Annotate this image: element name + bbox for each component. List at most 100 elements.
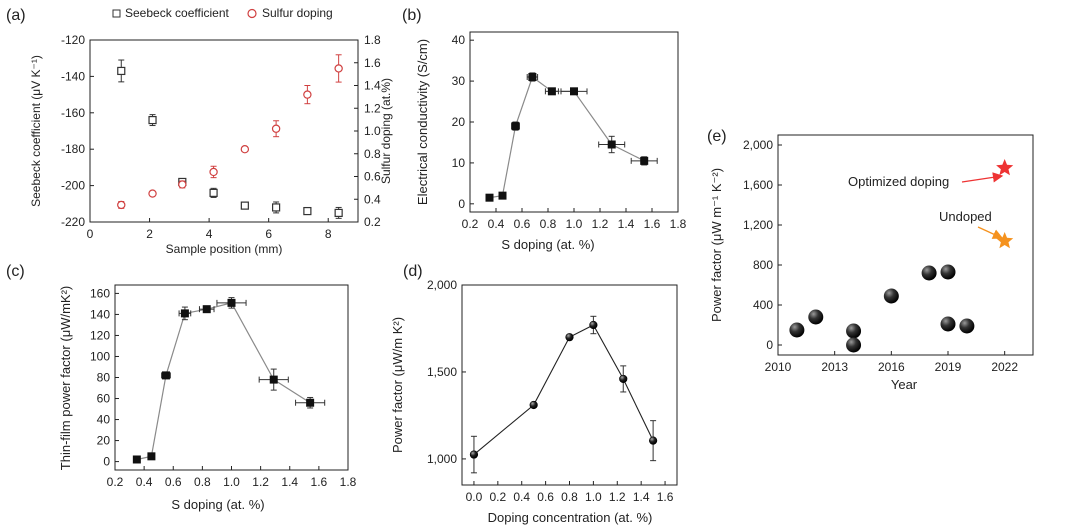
b-xtick-label: 1.0 xyxy=(566,217,583,231)
panel-label-b: (b) xyxy=(402,7,422,24)
legend-label-seebeck: Seebeck coefficient xyxy=(125,6,230,20)
c-xtick-label: 1.4 xyxy=(281,475,298,489)
c-xtick-label: 0.6 xyxy=(165,475,182,489)
b-xtick-label: 1.2 xyxy=(592,217,609,231)
c-ytick-label: 100 xyxy=(90,349,110,363)
c-data-point xyxy=(269,375,278,384)
a-y2tick-label: 0.2 xyxy=(364,215,381,229)
e-data-point xyxy=(808,309,824,325)
star-optimized-doping xyxy=(996,159,1014,176)
b-ytick-label: 20 xyxy=(452,115,466,129)
e-xtick-label: 2019 xyxy=(935,360,962,374)
d-xtick-label: 0.4 xyxy=(513,490,530,504)
a-y2tick-label: 1.4 xyxy=(364,79,381,93)
a-ytick-label: -200 xyxy=(61,179,85,193)
legend-a: Seebeck coefficient Sulfur doping xyxy=(112,6,333,20)
b-data-point xyxy=(528,73,537,81)
e-data-point xyxy=(846,337,862,353)
b-xtick-label: 0.2 xyxy=(462,217,479,231)
c-data-point xyxy=(161,371,170,380)
a-y2tick-label: 1.2 xyxy=(364,101,381,115)
a-xtick-label: 0 xyxy=(87,227,94,241)
e-xtick-label: 2016 xyxy=(878,360,905,374)
plot-frame-c xyxy=(114,284,349,471)
plot-frame-a xyxy=(89,39,359,223)
a-ytick-label: -220 xyxy=(61,215,85,229)
panel-label-e: (e) xyxy=(707,128,727,145)
d-data-point xyxy=(469,450,479,459)
b-xtick-label: 1.6 xyxy=(644,217,661,231)
d-series-line xyxy=(473,324,654,455)
arrow-undoped xyxy=(977,226,1004,239)
b-data-point xyxy=(640,156,649,165)
a-y2tick-label: 1.0 xyxy=(364,124,381,138)
d-xtick-label: 0.8 xyxy=(561,490,578,504)
plot-frame-e xyxy=(777,134,1034,356)
b-xtick-label: 1.4 xyxy=(618,217,635,231)
d-ytick-label: 2,000 xyxy=(427,278,457,292)
b-data-point xyxy=(511,122,520,131)
d-xtick-label: 1.4 xyxy=(633,490,650,504)
seebeck-point xyxy=(148,115,157,125)
d-data-point xyxy=(565,333,574,342)
e-data-point xyxy=(883,288,899,304)
arrow-optimized-doping xyxy=(961,172,1004,183)
e-ytick-label: 800 xyxy=(753,258,773,272)
sulfur-point xyxy=(117,200,126,210)
annotation-optimized-doping: Optimized doping xyxy=(848,174,949,189)
d-data-point xyxy=(589,320,598,330)
a-ytick-label: -140 xyxy=(61,69,85,83)
b-ytick-label: 40 xyxy=(452,33,466,47)
x-axis-label-c: S doping (at. %) xyxy=(171,497,264,512)
c-data-point xyxy=(132,455,141,464)
b-data-point xyxy=(547,87,556,96)
b-data-point xyxy=(570,87,578,96)
c-ytick-label: 160 xyxy=(90,286,110,300)
e-data-point xyxy=(940,264,956,280)
sulfur-point xyxy=(148,189,157,198)
plot-frame-d xyxy=(461,284,678,486)
c-xtick-label: 1.8 xyxy=(340,475,357,489)
chart-panel-c: (c) 0.2 0.4 0.6 0.8 1.0 1.2 1.4 1.6 1.8 0 20 40 60 80… xyxy=(6,263,357,512)
x-axis-label-b: S doping (at. %) xyxy=(501,237,594,252)
d-xtick-label: 1.6 xyxy=(657,490,674,504)
c-ytick-label: 80 xyxy=(97,371,111,385)
a-y2tick-label: 1.8 xyxy=(364,33,381,47)
b-data-point xyxy=(485,193,494,202)
plot-frame-b xyxy=(469,31,679,213)
b-xtick-label: 0.4 xyxy=(488,217,505,231)
panel-label-a: (a) xyxy=(6,7,26,24)
c-xtick-label: 0.4 xyxy=(136,475,153,489)
sulfur-point xyxy=(334,64,343,73)
d-xtick-label: 1.2 xyxy=(609,490,626,504)
e-ytick-label: 0 xyxy=(766,338,773,352)
c-series-line xyxy=(136,302,311,461)
e-data-point xyxy=(921,265,937,281)
d-data-point xyxy=(619,374,628,384)
e-data-point xyxy=(959,318,975,334)
seebeck-point xyxy=(303,206,312,216)
e-xtick-label: 2013 xyxy=(821,360,848,374)
a-xtick-label: 4 xyxy=(206,227,213,241)
b-data-point xyxy=(498,191,507,200)
c-xtick-label: 1.0 xyxy=(223,475,240,489)
d-xtick-label: 0.6 xyxy=(537,490,554,504)
a-xtick-label: 2 xyxy=(146,227,153,241)
annotation-undoped: Undoped xyxy=(939,209,992,224)
chart-panel-d: (d) 0.0 0.2 0.4 0.6 0.8 1.0 1.2 1.4 1.6 1,000 1,50… xyxy=(390,263,678,525)
y2-axis-label-a: Sulfur doping (at.%) xyxy=(379,78,393,184)
d-xtick-label: 0.2 xyxy=(489,490,506,504)
a-ytick-label: -120 xyxy=(61,33,85,47)
c-data-point xyxy=(180,309,189,318)
c-ytick-label: 0 xyxy=(103,455,110,469)
c-xtick-label: 0.8 xyxy=(194,475,211,489)
star-undoped xyxy=(996,232,1014,249)
sulfur-point xyxy=(240,144,250,154)
c-ytick-label: 40 xyxy=(97,413,111,427)
c-ytick-label: 140 xyxy=(90,307,110,321)
c-data-point xyxy=(147,452,156,461)
d-data-point xyxy=(649,436,658,445)
e-xtick-label: 2022 xyxy=(991,360,1018,374)
legend-label-sulfur: Sulfur doping xyxy=(262,6,333,20)
c-ytick-label: 120 xyxy=(90,328,110,342)
